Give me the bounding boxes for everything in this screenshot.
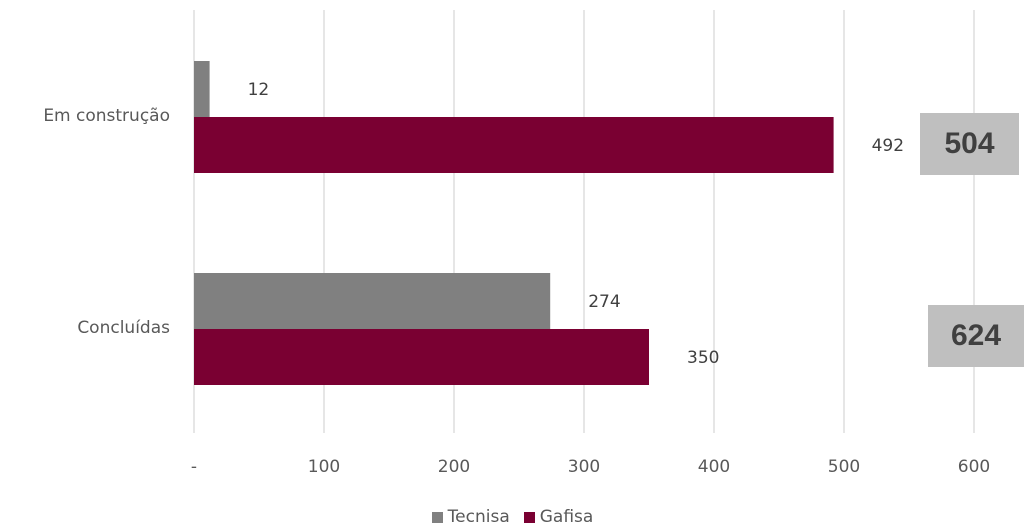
gridlines <box>193 10 975 433</box>
x-axis-tick-labels: - 100 200 300 400 500 600 <box>191 457 990 477</box>
x-tick-label: 600 <box>958 457 990 477</box>
data-label-gafisa: 492 <box>872 136 904 156</box>
x-tick-label: 500 <box>828 457 860 477</box>
x-tick-label: 400 <box>698 457 730 477</box>
legend-label-gafisa: Gafisa <box>539 507 594 527</box>
bar-gafisa <box>194 117 834 173</box>
legend: Tecnisa Gafisa <box>0 506 1025 528</box>
legend-swatch-gafisa <box>523 511 535 523</box>
data-label-tecnisa: 12 <box>248 80 270 100</box>
x-tick-label: 200 <box>438 457 470 477</box>
legend-item-gafisa: Gafisa <box>523 507 594 527</box>
x-tick-label: 100 <box>308 457 340 477</box>
x-tick-label: 300 <box>568 457 600 477</box>
x-tick-label: - <box>191 457 197 477</box>
category-label: Concluídas <box>77 318 170 338</box>
total-box-em-construcao: 504 <box>920 113 1019 175</box>
bar-gafisa <box>194 329 649 385</box>
legend-swatch-tecnisa <box>431 511 443 523</box>
bar-tecnisa <box>194 61 210 117</box>
bar-tecnisa <box>194 273 551 329</box>
category-label: Em construção <box>43 106 170 126</box>
data-labels: 12 274 492 350 <box>248 80 904 368</box>
legend-item-tecnisa: Tecnisa <box>431 507 510 527</box>
data-label-tecnisa: 274 <box>588 292 620 312</box>
total-box-concluidas: 624 <box>928 305 1024 367</box>
bars <box>194 61 834 385</box>
category-labels: Em construção Concluídas <box>43 106 170 338</box>
bar-chart: Em construção Concluídas 12 274 492 350 - 100… <box>43 10 990 477</box>
data-label-gafisa: 350 <box>687 348 719 368</box>
legend-label-tecnisa: Tecnisa <box>447 507 510 527</box>
